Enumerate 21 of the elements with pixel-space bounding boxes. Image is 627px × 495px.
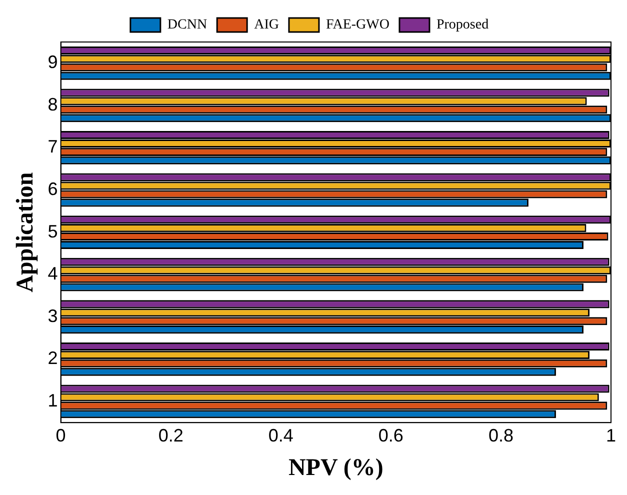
x-axis-title: NPV (%) <box>288 454 384 481</box>
y-tick-label: 8 <box>48 94 58 114</box>
y-tick-label: 5 <box>48 221 58 242</box>
y-tick-label: 9 <box>48 52 58 72</box>
legend-label: Proposed <box>436 18 489 33</box>
y-tick-label: 3 <box>48 306 58 326</box>
x-tick-label: 1 <box>606 425 616 446</box>
y-tick-label: 1 <box>48 390 58 410</box>
y-tick-label: 6 <box>48 178 58 199</box>
y-tick-label: 4 <box>48 264 58 284</box>
x-tick-label: 0.2 <box>158 425 184 446</box>
legend-label: FAE-GWO <box>326 18 390 33</box>
y-tick-label: 2 <box>48 348 58 368</box>
x-tick-label: 0.6 <box>378 425 404 446</box>
y-tick-label: 7 <box>48 136 58 157</box>
y-axis-title: Application <box>12 172 39 292</box>
x-tick-label: 0 <box>56 425 66 446</box>
x-tick-label: 0.4 <box>268 425 294 446</box>
legend-label: AIG <box>254 18 279 33</box>
x-tick-label: 0.8 <box>488 425 514 446</box>
legend-label: DCNN <box>167 18 208 33</box>
